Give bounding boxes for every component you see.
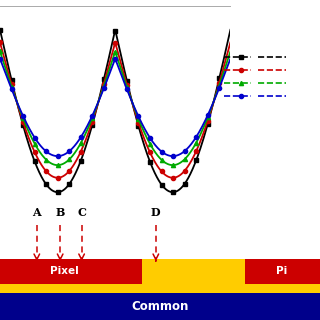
- Text: Pixel: Pixel: [50, 266, 78, 276]
- Bar: [0, 293, 320, 320]
- Text: C: C: [77, 207, 86, 219]
- Text: Common: Common: [131, 300, 189, 313]
- Bar: [245, 259, 320, 284]
- Bar: [0, 259, 142, 284]
- Text: B: B: [55, 207, 65, 219]
- Text: Pi: Pi: [276, 266, 287, 276]
- Text: D: D: [151, 207, 161, 219]
- Text: A: A: [33, 207, 41, 219]
- Bar: [0, 259, 320, 293]
